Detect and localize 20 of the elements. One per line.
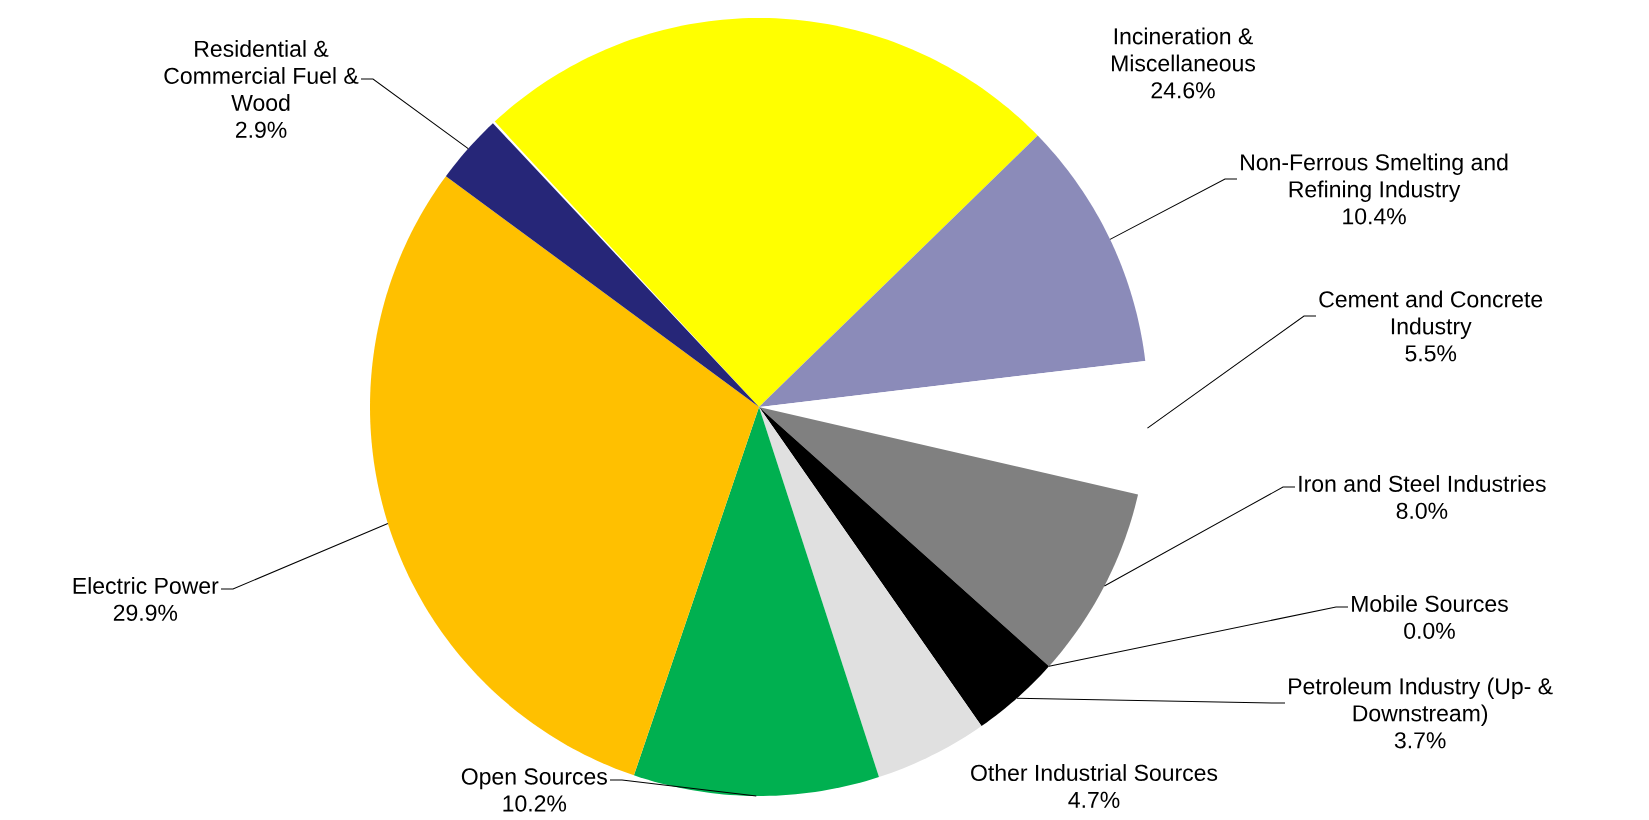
data-label: 3.7% (1394, 732, 1446, 749)
data-label: 24.6% (1151, 82, 1215, 99)
slice-label: Electric Power (73, 577, 219, 594)
data-label: 4.7% (1068, 791, 1120, 808)
slice-label: Residential & Commercial Fuel & Wood (164, 40, 359, 111)
slice-label: Petroleum Industry (Up- & Downstream) (1289, 677, 1553, 726)
data-label: 5.5% (1405, 345, 1457, 362)
slice-label: Open Sources (461, 768, 607, 790)
data-label: 29.9% (113, 604, 178, 621)
slice-label: Cement and Concrete Industry (1319, 290, 1543, 339)
data-label: 10.4% (1343, 208, 1406, 225)
slice-label: Other Industrial Sources (971, 764, 1218, 781)
data-label: 10.2% (503, 795, 567, 812)
data-label: 2.9% (235, 121, 287, 138)
data-label: 8.0% (1396, 502, 1448, 519)
text: 0.0% (1404, 622, 1455, 639)
slice-label: Non-Ferrous Smelting and Refining Industry (1241, 153, 1508, 202)
slice-label: Incineration & Miscellaneous (1112, 27, 1256, 72)
category-label: Mobile Sources (1352, 595, 1508, 612)
slice-label: Iron and Steel Industries (1299, 475, 1546, 492)
